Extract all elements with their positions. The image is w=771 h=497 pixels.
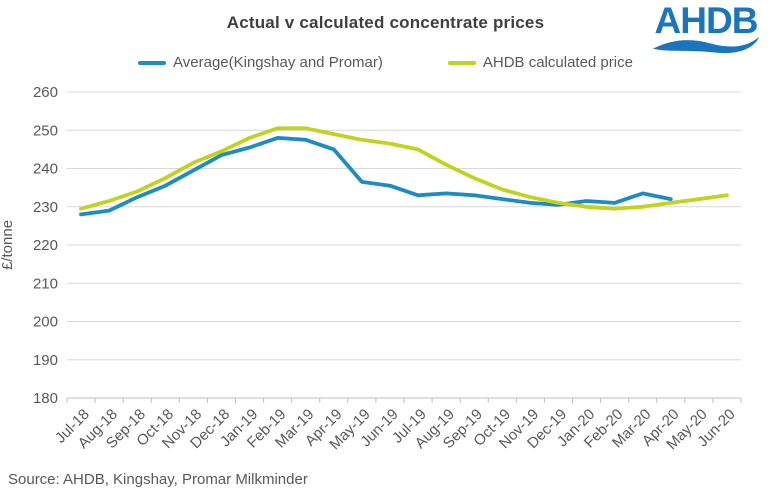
y-tick-label: 180 (33, 390, 58, 407)
y-tick-label: 190 (33, 352, 58, 369)
ahdb-logo: AHDB (647, 2, 765, 57)
y-tick-label: 220 (33, 237, 58, 254)
chart-title: Actual v calculated concentrate prices (226, 13, 545, 32)
y-axis-title: £/tonne (0, 220, 16, 270)
legend-item-average: Average(Kingshay and Promar) (138, 54, 383, 71)
series-line-average (79, 136, 673, 217)
series-line-ahdb-calculated (79, 126, 729, 211)
y-tick-label: 230 (33, 199, 58, 216)
chart-legend: Average(Kingshay and Promar) AHDB calcul… (0, 54, 771, 71)
y-tick-label: 240 (33, 161, 58, 178)
price-line-chart: 180190200210220230240250260£/tonneJul-18… (0, 84, 742, 453)
legend-swatch-blue-line-icon (138, 60, 167, 65)
y-tick-label: 210 (33, 275, 58, 292)
source-note: Source: AHDB, Kingshay, Promar Milkminde… (8, 471, 308, 488)
y-tick-label: 260 (33, 84, 58, 101)
ahdb-logo-wave-icon (652, 36, 760, 54)
legend-swatch-green-line-icon (447, 60, 476, 65)
y-tick-label: 200 (33, 314, 58, 331)
y-tick-label: 250 (33, 122, 58, 139)
legend-item-ahdb-calculated: AHDB calculated price (447, 54, 633, 71)
legend-label-ahdb-calculated: AHDB calculated price (482, 54, 633, 71)
legend-label-average: Average(Kingshay and Promar) (173, 54, 383, 71)
ahdb-logo-text: AHDB (654, 0, 759, 41)
